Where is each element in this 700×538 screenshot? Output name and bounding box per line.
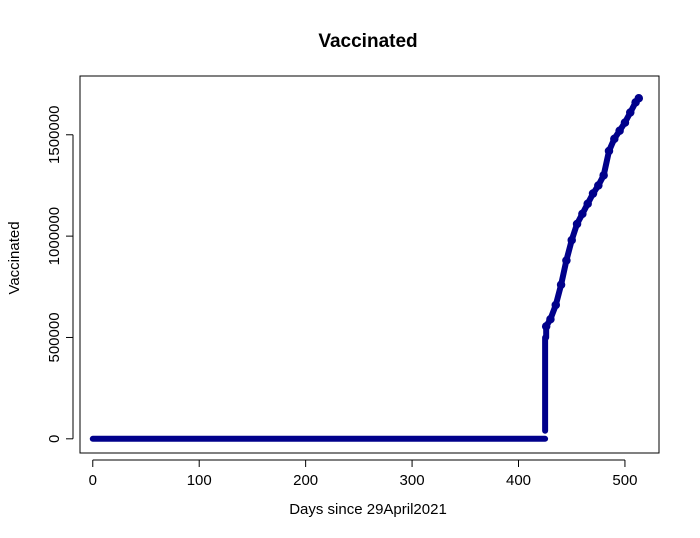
data-point (541, 322, 551, 331)
plot-area (79, 75, 660, 454)
x-axis: 0 100 200 300 400 500 (89, 459, 637, 489)
data-point (578, 209, 587, 219)
x-axis-label: Days since 29April2021 (289, 501, 447, 518)
x-tick-label: 400 (506, 472, 531, 489)
chart-title: Vaccinated (318, 31, 417, 52)
data-point (562, 256, 571, 265)
x-tick-label: 300 (400, 472, 425, 489)
data-point (551, 300, 561, 310)
data-point (634, 94, 644, 103)
x-tick-label: 0 (89, 472, 97, 489)
x-tick-label: 200 (293, 472, 318, 489)
y-tick-label: 0 (46, 435, 63, 443)
data-point (594, 181, 603, 190)
data-point (610, 134, 619, 144)
data-point (626, 108, 635, 117)
data-line (543, 95, 642, 330)
data-point (588, 189, 598, 198)
data-point (556, 280, 566, 290)
y-tick-label: 1000000 (46, 207, 63, 265)
y-axis: 0 500000 1000000 1500000 (46, 106, 74, 443)
data-point (583, 199, 592, 208)
data-point (620, 118, 630, 127)
x-tick-label: 100 (187, 472, 212, 489)
data-point (546, 314, 555, 324)
data-point (572, 219, 582, 229)
y-axis-label: Vaccinated (6, 221, 23, 294)
y-tick-label: 1500000 (46, 106, 63, 164)
data-layer (89, 94, 644, 442)
y-tick-label: 500000 (46, 312, 63, 362)
data-point (567, 235, 576, 245)
data-point (604, 146, 614, 156)
data-point (599, 171, 608, 180)
data-point (615, 126, 624, 135)
x-tick-label: 500 (612, 472, 637, 489)
